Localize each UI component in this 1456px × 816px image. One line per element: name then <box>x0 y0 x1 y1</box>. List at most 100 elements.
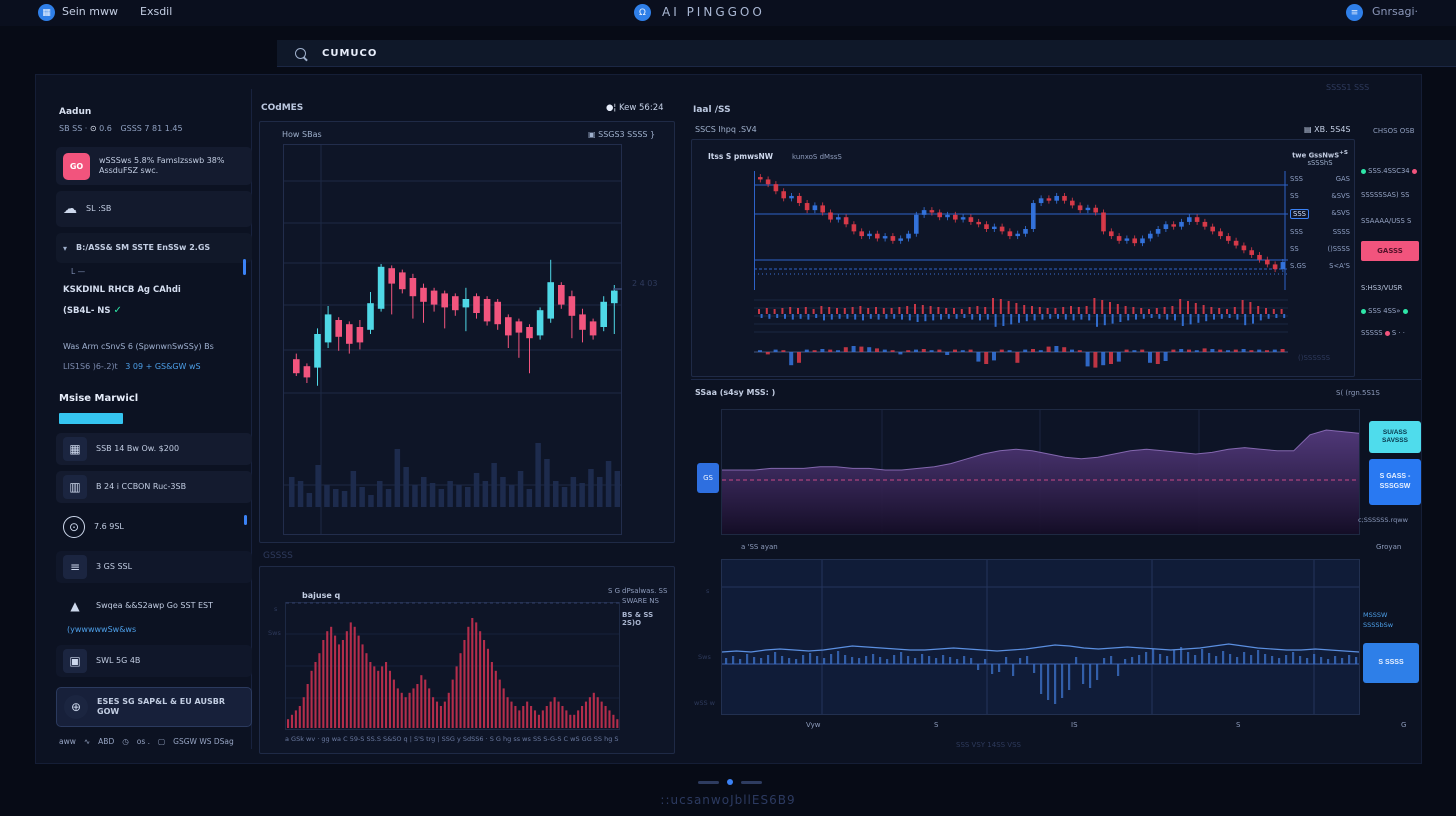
page-dash-left[interactable] <box>698 780 719 784</box>
cash-stack-icon: ≡ <box>63 555 87 579</box>
user-avatar[interactable]: ≡ <box>1346 4 1363 21</box>
sidebar-scrollbar-2[interactable] <box>244 515 247 525</box>
sidebar-item-bank[interactable]: ▥ B 24 i CCBON Ruc-3SB <box>56 471 252 503</box>
sidebar-item-label: ESES SG SAP&L & EU AUSBR GOW <box>97 697 225 716</box>
legend-item-1[interactable]: SSS.4SSC34 <box>1361 167 1427 175</box>
brand-link-primary[interactable]: Sein mww <box>62 5 118 18</box>
footer-item[interactable]: GSGW WS DSag <box>173 737 234 746</box>
page-dash-right[interactable] <box>741 780 762 784</box>
search-bar <box>277 40 1456 67</box>
trend-icon: ∿ <box>83 737 91 746</box>
legend-item-7[interactable]: SSSSS S · · <box>1361 329 1405 337</box>
chevron-down-icon[interactable]: ▾ <box>63 243 68 253</box>
red-dot-icon <box>1411 168 1417 174</box>
area-side-badge[interactable]: GS <box>697 463 719 493</box>
main-panel: SSSS1 SSS Aadun SB SS · ⊙ 0.6 GSSS 7 81 … <box>35 74 1422 764</box>
brand-logo-icon[interactable]: ▦ <box>38 4 55 21</box>
image-toggle-icon[interactable]: ▣ <box>588 130 599 139</box>
right-macd-chart[interactable] <box>754 294 1288 334</box>
sidebar-item-label: SWL 5G 4B <box>96 656 141 665</box>
blue-action-button[interactable]: S GASS -SSSGSW <box>1369 459 1421 505</box>
center-candlestick-chart[interactable] <box>283 144 622 535</box>
legend-pink-badge[interactable]: GASSS <box>1361 241 1419 261</box>
sidebar-paragraph-2: (SB4L- NS ✓ <box>63 305 122 316</box>
legend-item-3[interactable]: SSAAAA/USS S <box>1361 217 1412 225</box>
sidebar-alert-card[interactable]: GO wSSSws 5.8% FamsIzsswb 38% AssduFSZ s… <box>56 147 252 185</box>
right-flow-chart[interactable] <box>754 336 1288 372</box>
cyan-action-button[interactable]: SU/ASS SAVSSS <box>1369 421 1421 453</box>
center-title-right: ●¦ Kew 56:24 <box>606 103 664 113</box>
side-link-text[interactable]: MSSSW SSSSbSw <box>1363 611 1394 629</box>
page-dot-active[interactable] <box>727 779 733 785</box>
sidebar-link[interactable]: 3 09 + GS&GW wS <box>125 362 201 371</box>
sidebar-item-label: B 24 i CCBON Ruc-3SB <box>96 482 187 491</box>
sidebar-item-calendar[interactable]: ▦ SSB 14 Bw Ow. $200 <box>56 433 252 465</box>
red-dot-icon <box>1384 330 1390 336</box>
right-chart-title: Itss S pmwsNW <box>708 152 774 161</box>
user-menu[interactable]: Gnrsagi· <box>1372 5 1419 18</box>
osc-axis-label-2: Sws <box>268 629 281 637</box>
footer-item[interactable]: aww <box>59 737 76 746</box>
footer-text: ::ucsanwoJbllES6B9 <box>660 793 796 807</box>
search-icon <box>295 47 306 59</box>
axis-row: S.GS S<A'S <box>1290 262 1350 271</box>
right-sub-right[interactable]: ▤ XB. 5S4S <box>1304 125 1351 134</box>
go-badge-icon: GO <box>63 152 90 180</box>
top-bar: ▦ Sein mww Exsdil Ω AI PINGGOO ≡ Gnrsagi… <box>0 0 1456 26</box>
sidebar-scrollbar[interactable] <box>243 259 246 275</box>
search-input[interactable] <box>320 46 624 60</box>
stats-suffix: GSSS 7 81 1.45 <box>120 124 183 133</box>
shield-check-icon: ✓ <box>113 305 122 316</box>
sidebar-paragraph-1: KSKDINL RHCB Ag CAhdi <box>63 285 181 295</box>
oscillator-icons[interactable]: S G <box>608 587 621 595</box>
sidebar-item-globe[interactable]: ⊕ ESES SG SAP&L & EU AUSBR GOW <box>56 687 252 727</box>
sidebar-item-mountain[interactable]: ▲ Swqea &&S2awp Go SST EST <box>56 591 252 621</box>
para2-text: (SB4L- NS <box>63 306 111 316</box>
sidebar-item-image[interactable]: ▣ SWL 5G 4B <box>56 645 252 677</box>
sidebar-item-cash[interactable]: ≡ 3 GS SSL <box>56 551 252 583</box>
building-icon: ▦ <box>63 437 87 461</box>
osc-axis-label-1: s <box>274 605 278 613</box>
bottom-volume-chart[interactable] <box>721 559 1360 715</box>
cloud-card-text: SL :SB <box>86 204 112 213</box>
candle-card-title: How SBas <box>282 130 322 139</box>
oscillator-x-axis: a GSk wv · gg wa C 59-S SS.S S&SO q | S'… <box>285 735 619 743</box>
center-oscillator-chart[interactable] <box>285 602 620 730</box>
sidebar-cloud-card[interactable]: ☁ SL :SB <box>56 191 252 227</box>
brand-link-secondary[interactable]: Exsdil <box>140 5 173 18</box>
sidebar-item-label: 7.6 9SL <box>94 522 124 531</box>
price-badge: SSS <box>1290 209 1309 220</box>
legend-item-6[interactable]: SSS 4SS» <box>1361 307 1427 315</box>
section-divider <box>691 379 1421 380</box>
footer-item[interactable]: os . <box>136 737 151 746</box>
play-icon[interactable]: ●¦ <box>606 103 617 113</box>
axis-head-2: sSSShS <box>1307 159 1333 168</box>
footer-item[interactable]: ABD <box>98 737 115 746</box>
sidebar-item-power[interactable]: ⊙ 7.6 9SL <box>56 511 252 543</box>
side-blue-button[interactable]: S SSSS <box>1363 643 1419 683</box>
oscillator-meta-3: BS & SS 2S)O <box>622 611 654 627</box>
candle-card-controls[interactable]: ▣ SSGS3 SSSS } <box>588 130 655 139</box>
link-prefix: LIS1S6 )6-.2)t <box>63 362 118 371</box>
bottom-chart-right-label: Groyan <box>1376 543 1402 551</box>
green-dot-icon <box>1361 168 1366 174</box>
calendar-icon: ▤ <box>1304 125 1315 134</box>
x-tick: S <box>1236 721 1241 729</box>
axis-row: SSS GAS <box>1290 175 1350 184</box>
area-chart-title: SSaa (s4sy MSS: ) <box>695 388 776 397</box>
right-candlestick-chart[interactable] <box>754 170 1288 292</box>
sidebar-section-label: Aadun <box>59 107 92 117</box>
legend-item-5[interactable]: S:HS3/VUSR <box>1361 284 1403 292</box>
bottom-axis-label-2: Sws <box>698 653 711 661</box>
purple-area-chart[interactable] <box>721 409 1360 535</box>
sidebar-item-label: 3 GS SSL <box>96 562 133 571</box>
pagination[interactable] <box>698 779 762 785</box>
legend-item-2[interactable]: SSSSSSAS) SS <box>1361 191 1410 199</box>
axis-row-highlighted: SSS &SVS <box>1290 209 1350 220</box>
sidebar-expand-card[interactable]: ▾ B:/ASS& SM SSTE EnSSw 2.GS <box>56 233 252 263</box>
right-section-title: Iaal /SS <box>693 105 731 115</box>
sidebar-item-sub-link[interactable]: (ywwwwwSw&ws <box>67 625 137 634</box>
green-dot-icon <box>1361 308 1366 314</box>
x-tick: S <box>934 721 939 729</box>
